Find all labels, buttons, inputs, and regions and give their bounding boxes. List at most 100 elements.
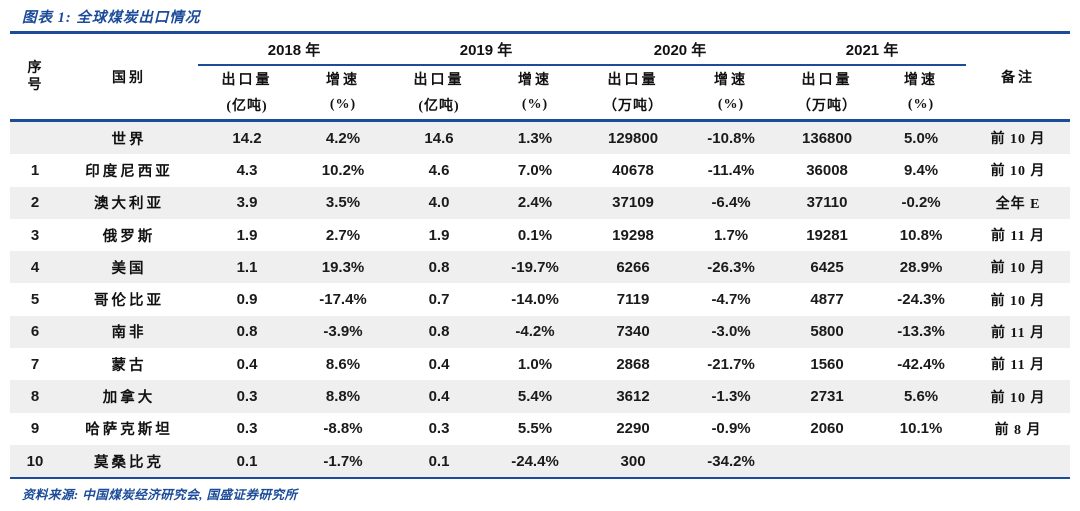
header-sub-export-2020: 出口量 bbox=[607, 72, 659, 88]
header-sub-growth-2020: 增速 bbox=[714, 72, 749, 88]
cell-value: 8.8% bbox=[325, 388, 361, 406]
cell-country: 俄罗斯 bbox=[102, 228, 156, 245]
cell-value: 40678 bbox=[612, 161, 654, 179]
cell-country: 哥伦比亚 bbox=[94, 293, 164, 310]
cell-value: 0.3 bbox=[236, 388, 258, 406]
cell-value: 0.3 bbox=[428, 420, 450, 438]
cell-value: -0.9% bbox=[711, 420, 751, 438]
cell-value: -0.2% bbox=[901, 194, 941, 212]
table-row: 1 印度尼西亚 4.3 10.2% 4.6 7.0% 40678 -11.4% 36008 9.4… bbox=[10, 154, 1070, 186]
cell-value: 3.5% bbox=[325, 194, 361, 212]
cell-value: 6266 bbox=[616, 258, 650, 276]
cell-value: 0.8 bbox=[428, 323, 450, 341]
header-remark: 备注 bbox=[966, 32, 1071, 122]
cell-remark: 前 8 月 bbox=[994, 422, 1042, 438]
cell-value: 1.0% bbox=[517, 355, 553, 373]
cell-value: 10.1% bbox=[899, 420, 943, 438]
cell-remark: 前 10 月 bbox=[990, 261, 1046, 277]
cell-value: 36008 bbox=[806, 161, 848, 179]
cell-seq: 10 bbox=[26, 452, 44, 470]
cell-remark: 前 10 月 bbox=[990, 390, 1046, 406]
cell-value: 3.9 bbox=[236, 194, 258, 212]
cell-value: -1.3% bbox=[711, 388, 751, 406]
table-row: 世界 14.2 4.2% 14.6 1.3% 129800 -10.8% 136800 5.0%… bbox=[10, 120, 1071, 155]
cell-value: 10.2% bbox=[321, 161, 365, 179]
cell-value: 1.1 bbox=[236, 258, 258, 276]
cell-value: 0.9 bbox=[236, 291, 258, 309]
cell-value: 2731 bbox=[810, 388, 844, 406]
cell-seq: 5 bbox=[30, 291, 40, 309]
header-year-2018: 2018 年 bbox=[198, 32, 391, 66]
header-sub-export-2018: 出口量 bbox=[221, 72, 273, 88]
cell-value: 0.4 bbox=[428, 388, 450, 406]
cell-value: 14.2 bbox=[232, 129, 262, 147]
cell-country: 美国 bbox=[111, 260, 147, 277]
cell-value: -13.3% bbox=[897, 323, 945, 341]
cell-value: 0.8 bbox=[236, 323, 258, 341]
cell-seq: 7 bbox=[30, 355, 40, 373]
header-unit-export-2020: （万吨） bbox=[582, 91, 685, 122]
cell-value: 2.4% bbox=[517, 194, 553, 212]
cell-value: 7.0% bbox=[517, 161, 553, 179]
cell-remark: 全年 E bbox=[995, 196, 1041, 212]
cell-value: 5.0% bbox=[903, 129, 939, 147]
cell-value: 1.3% bbox=[517, 129, 553, 147]
cell-country: 澳大利亚 bbox=[94, 196, 164, 213]
header-year-2019: 2019 年 bbox=[390, 32, 583, 66]
cell-remark: 前 10 月 bbox=[990, 293, 1046, 309]
cell-seq: 9 bbox=[30, 420, 40, 438]
cell-value: -3.9% bbox=[323, 323, 363, 341]
cell-value: 8.6% bbox=[325, 355, 361, 373]
cell-remark: 前 10 月 bbox=[990, 164, 1046, 180]
header-year-2020: 2020 年 bbox=[582, 32, 779, 66]
cell-seq: 4 bbox=[30, 258, 40, 276]
cell-seq bbox=[10, 121, 60, 155]
cell-seq: 6 bbox=[30, 323, 40, 341]
header-seq-line1: 序 bbox=[27, 60, 43, 76]
cell-country: 印度尼西亚 bbox=[85, 163, 173, 180]
table-header: 序 号 国别 2018 年 2019 年 2020 年 2021 年 备注 出口… bbox=[10, 32, 1071, 122]
cell-value: 4877 bbox=[810, 291, 844, 309]
cell-value: -19.7% bbox=[511, 258, 559, 276]
header-country: 国别 bbox=[60, 32, 198, 122]
header-row-years: 序 号 国别 2018 年 2019 年 2020 年 2021 年 备注 bbox=[10, 32, 1071, 122]
cell-value: 7119 bbox=[616, 291, 650, 309]
cell-value: 2290 bbox=[616, 420, 650, 438]
header-unit-export-2018: (亿吨) bbox=[198, 91, 296, 122]
cell-value: -1.7% bbox=[323, 452, 363, 470]
table-row: 4 美国 1.1 19.3% 0.8 -19.7% 6266 -26.3% 6425 28.9% 前… bbox=[10, 251, 1071, 284]
cell-remark: 前 10 月 bbox=[990, 132, 1046, 148]
cell-value bbox=[778, 445, 876, 478]
cell-value: -24.4% bbox=[511, 452, 559, 470]
cell-value: 129800 bbox=[608, 129, 659, 147]
cell-value: 1.9 bbox=[428, 226, 450, 244]
cell-value: 3612 bbox=[616, 388, 650, 406]
cell-value: 5.5% bbox=[517, 420, 553, 438]
cell-value: 0.4 bbox=[428, 355, 450, 373]
cell-value: 19298 bbox=[612, 226, 654, 244]
cell-value: 37109 bbox=[612, 194, 654, 212]
cell-value: -3.0% bbox=[711, 323, 751, 341]
cell-value: 4.3 bbox=[236, 161, 258, 179]
cell-value: -10.8% bbox=[707, 129, 755, 147]
cell-value: 2060 bbox=[810, 420, 844, 438]
header-seq: 序 号 bbox=[10, 32, 60, 122]
cell-seq: 8 bbox=[30, 388, 40, 406]
cell-value: -6.4% bbox=[711, 194, 751, 212]
cell-value: 37110 bbox=[806, 194, 848, 212]
cell-value: 0.3 bbox=[236, 420, 258, 438]
cell-value: -11.4% bbox=[707, 161, 755, 179]
cell-value: 5.6% bbox=[903, 388, 939, 406]
cell-value: 7340 bbox=[616, 323, 650, 341]
cell-value: 4.6 bbox=[428, 161, 450, 179]
table-row: 2 澳大利亚 3.9 3.5% 4.0 2.4% 37109 -6.4% 37110 -0.2% 全… bbox=[10, 186, 1071, 219]
cell-seq: 1 bbox=[30, 161, 40, 179]
cell-country: 世界 bbox=[111, 131, 147, 148]
table-row: 3 俄罗斯 1.9 2.7% 1.9 0.1% 19298 1.7% 19281 10.8% 前 1… bbox=[10, 219, 1070, 251]
table-body: 世界 14.2 4.2% 14.6 1.3% 129800 -10.8% 136800 5.0%… bbox=[10, 120, 1071, 479]
header-seq-line2: 号 bbox=[27, 77, 43, 93]
cell-value: 1560 bbox=[810, 355, 844, 373]
cell-value: 0.4 bbox=[236, 355, 258, 373]
cell-value: 0.1% bbox=[517, 226, 553, 244]
